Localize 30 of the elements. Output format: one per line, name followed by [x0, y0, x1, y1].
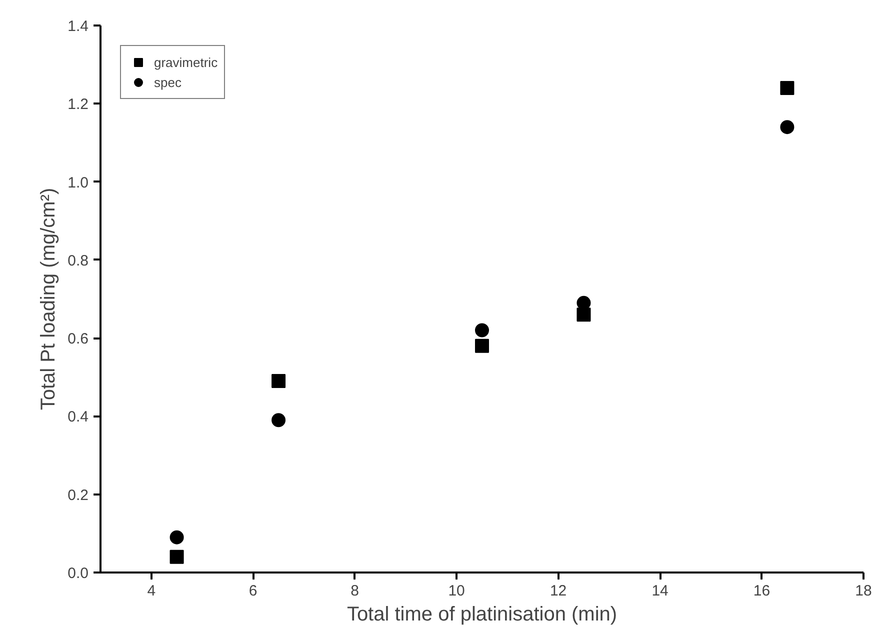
point	[475, 323, 489, 338]
x-tick-label: 16	[753, 582, 770, 600]
legend-label: gravimetric	[154, 54, 218, 70]
y-tick-label: 0.0	[68, 565, 89, 582]
y-tick-label: 0.4	[68, 408, 89, 426]
y-tick-label: 1.0	[68, 174, 89, 192]
x-tick-label: 10	[448, 582, 465, 600]
x-tick-label: 18	[855, 582, 872, 600]
point	[272, 413, 286, 428]
point	[475, 338, 489, 353]
x-tick-label: 8	[350, 582, 360, 600]
x-tick-label: 12	[550, 582, 567, 600]
y-tick-label: 1.4	[68, 18, 89, 35]
x-tick-label: 14	[652, 582, 668, 600]
point	[576, 308, 591, 322]
y-tick-label: 0.8	[68, 252, 89, 270]
y-tick-label: 0.2	[68, 486, 89, 504]
point	[576, 296, 591, 310]
point	[780, 120, 794, 134]
y-tick-label: 0.6	[68, 330, 89, 348]
x-tick-label: 6	[248, 582, 258, 600]
point	[780, 81, 794, 96]
x-axis-title: Total time of platinisation (min)	[346, 604, 618, 626]
point	[272, 374, 286, 388]
point	[170, 550, 184, 564]
legend-label: spec	[154, 74, 182, 90]
y-axis-title: Total Pt loading (mg/cm²)	[38, 188, 60, 410]
point	[170, 530, 184, 544]
y-tick-label: 1.2	[68, 96, 89, 114]
x-tick-label: 4	[147, 582, 156, 600]
